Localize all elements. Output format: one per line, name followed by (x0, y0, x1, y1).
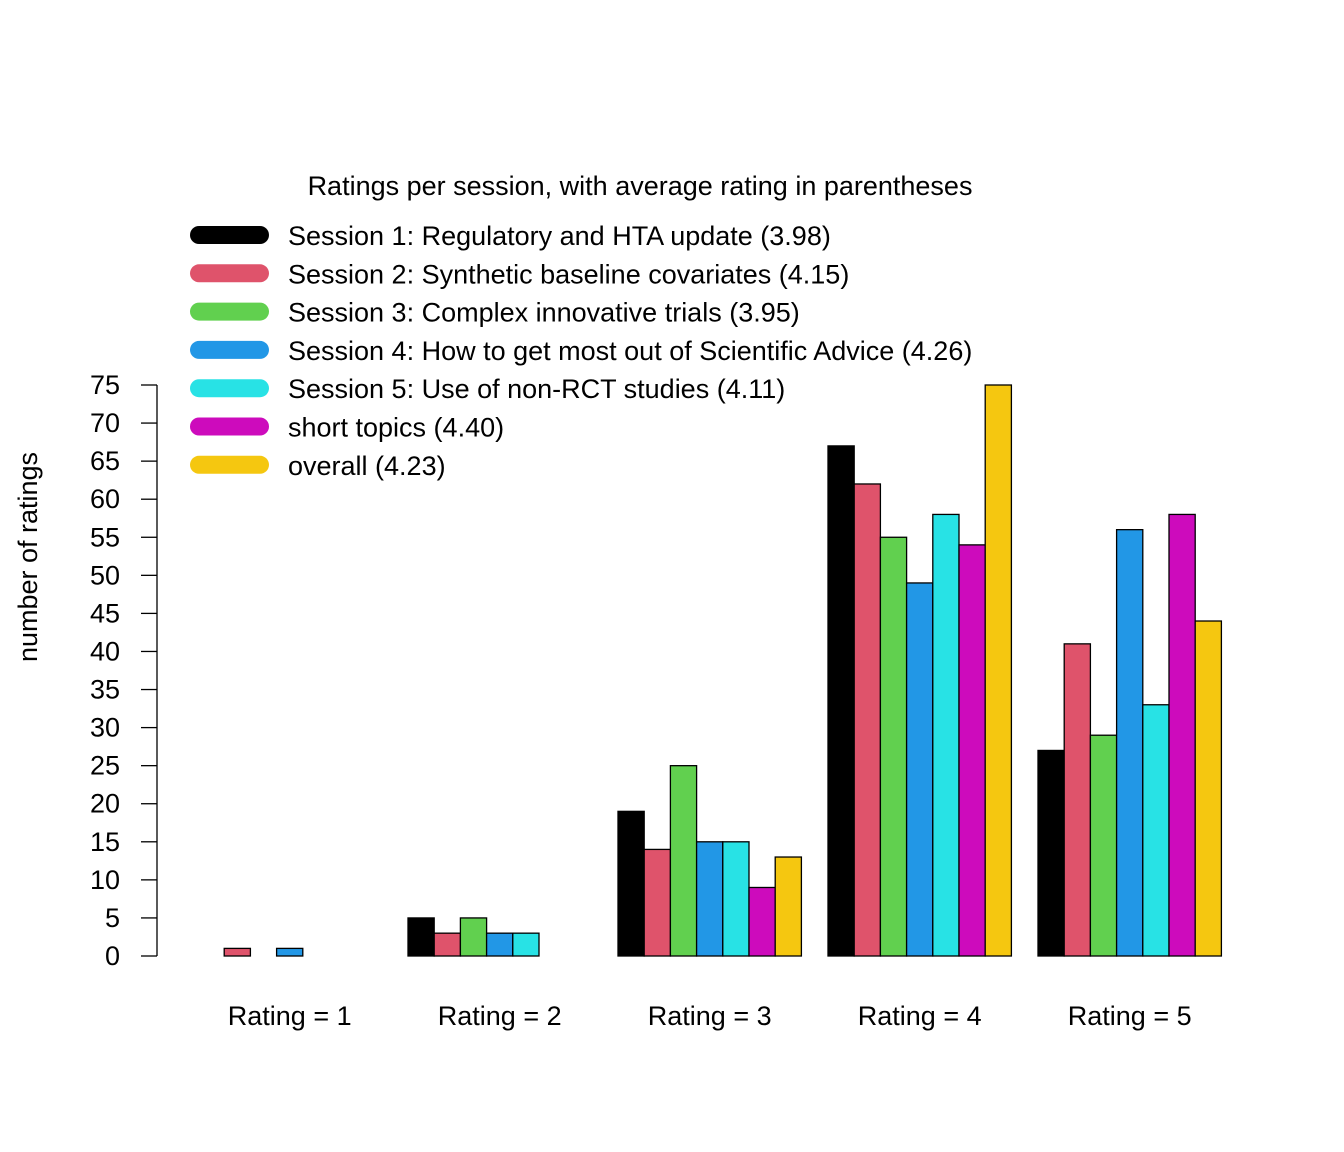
bar-group (223, 947, 304, 957)
bar (905, 582, 934, 957)
y-tick-label: 50 (90, 560, 120, 590)
y-tick-label: 65 (90, 446, 120, 476)
y-axis: 0 5 10 15 20 25 30 35 40 45 50 55 60 65 70 75 (90, 370, 158, 971)
y-tick-label: 75 (90, 370, 120, 400)
bar-group (1037, 513, 1223, 957)
bar (485, 932, 514, 957)
y-tick-label: 25 (90, 751, 120, 781)
bar (958, 544, 986, 957)
bar (1142, 704, 1170, 957)
y-tick-label: 40 (90, 636, 120, 666)
bar (617, 810, 645, 957)
legend-item: Session 1: Regulatory and HTA update (3.… (190, 221, 831, 251)
bar (1037, 749, 1065, 957)
bar (433, 932, 462, 957)
bar (669, 765, 698, 957)
legend-label: Session 4: How to get most out of Scient… (288, 336, 972, 366)
y-tick-label: 45 (90, 598, 120, 628)
bar (695, 841, 724, 957)
legend-title: Ratings per session, with average rating… (308, 171, 973, 201)
bar (722, 841, 750, 957)
bar (275, 947, 304, 957)
legend: Ratings per session, with average rating… (190, 171, 973, 481)
y-tick-label: 10 (90, 865, 120, 895)
legend-label: Session 5: Use of non-RCT studies (4.11) (288, 374, 785, 404)
bar (459, 917, 488, 957)
bar (1194, 620, 1223, 957)
x-tick-label: Rating = 3 (648, 1001, 772, 1031)
legend-item: Session 5: Use of non-RCT studies (4.11) (190, 374, 785, 404)
bar (512, 932, 540, 957)
bar-group (407, 917, 540, 957)
y-tick-label: 60 (90, 484, 120, 514)
legend-label: overall (4.23) (288, 451, 446, 481)
bar (932, 513, 960, 957)
bar (1168, 513, 1196, 957)
legend-item: Session 3: Complex innovative trials (3.… (190, 298, 800, 328)
bar (1089, 734, 1118, 957)
legend-label: short topics (4.40) (288, 413, 504, 443)
y-tick-label: 5 (105, 903, 120, 933)
y-axis-label: number of ratings (13, 452, 43, 662)
bar (223, 947, 252, 957)
bars (223, 384, 1223, 957)
legend-item: Session 4: How to get most out of Scient… (190, 336, 972, 366)
y-tick-label: 70 (90, 408, 120, 438)
legend-label: Session 1: Regulatory and HTA update (3.… (288, 221, 831, 251)
y-tick-label: 15 (90, 827, 120, 857)
legend-item: overall (4.23) (190, 451, 446, 481)
x-tick-label: Rating = 4 (858, 1001, 982, 1031)
x-tick-label: Rating = 1 (228, 1001, 352, 1031)
bar (748, 886, 776, 957)
x-tick-label: Rating = 2 (438, 1001, 562, 1031)
y-tick-label: 30 (90, 713, 120, 743)
bar-group (617, 765, 803, 957)
bar (1063, 643, 1092, 957)
x-tick-label: Rating = 5 (1068, 1001, 1192, 1031)
y-tick-label: 35 (90, 675, 120, 705)
y-tick-label: 0 (105, 941, 120, 971)
bar (1115, 529, 1144, 957)
legend-item: Session 2: Synthetic baseline covariates… (190, 259, 849, 289)
bar (853, 483, 882, 957)
legend-item: short topics (4.40) (190, 413, 504, 443)
bar (643, 848, 672, 957)
y-tick-label: 55 (90, 522, 120, 552)
bar (407, 917, 435, 957)
y-tick-label: 20 (90, 789, 120, 819)
legend-label: Session 3: Complex innovative trials (3.… (288, 298, 800, 328)
bar (827, 445, 855, 957)
bar (774, 856, 803, 957)
x-axis: Rating = 1 Rating = 2 Rating = 3 Rating = 4… (228, 1001, 1192, 1031)
bar (879, 536, 908, 957)
bar-group (827, 384, 1013, 957)
bar (984, 384, 1013, 957)
legend-label: Session 2: Synthetic baseline covariates… (288, 259, 849, 289)
